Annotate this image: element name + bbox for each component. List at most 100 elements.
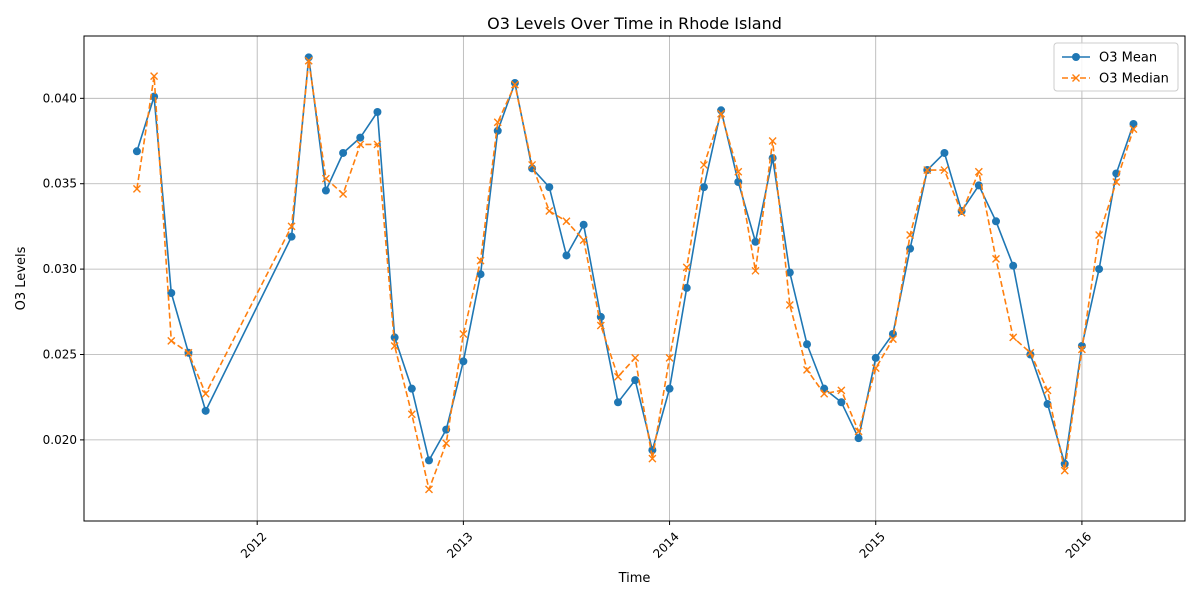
o3-mean-point	[425, 456, 434, 465]
o3-median-point	[287, 222, 296, 231]
o3-median-point	[803, 365, 812, 374]
legend-o3-median-label: O3 Median	[1099, 72, 1169, 87]
o3-median-point	[1095, 230, 1104, 239]
chart-title: O3 Levels Over Time in Rhode Island	[487, 14, 782, 33]
o3-median-point	[992, 254, 1000, 263]
o3-mean-point	[132, 147, 141, 156]
y-tick-label: 0.040	[43, 91, 77, 105]
o3-median-point	[596, 321, 605, 330]
o3-median-point	[1112, 178, 1121, 187]
o3-mean-point	[562, 251, 571, 260]
y-tick-label: 0.020	[43, 433, 77, 447]
o3-mean-point	[699, 183, 708, 192]
o3-median-point	[562, 217, 571, 226]
o3-mean-point	[167, 289, 176, 298]
o3-mean-point	[321, 186, 330, 195]
o3-median-point	[940, 166, 949, 175]
series-layer	[132, 53, 1138, 494]
o3-median-point	[768, 137, 777, 146]
legend: O3 Mean O3 Median	[1053, 42, 1179, 92]
o3-median-point	[699, 160, 708, 169]
o3-median-point	[321, 174, 330, 183]
o3-mean-point	[287, 232, 296, 241]
y-tick-label: 0.030	[43, 262, 77, 276]
legend-o3-mean-label: O3 Mean	[1099, 51, 1157, 66]
legend-o3-mean-marker	[1072, 53, 1080, 61]
o3-median-point	[837, 386, 846, 395]
o3-median-point	[820, 389, 829, 398]
o3-median-point	[201, 389, 210, 398]
legend-o3-median-marker	[1072, 74, 1080, 82]
o3-median-point	[957, 208, 966, 217]
o3-median-point	[407, 410, 416, 419]
o3-mean-point	[854, 434, 863, 443]
o3-mean-point	[648, 446, 657, 455]
o3-median-point	[510, 80, 519, 89]
o3-median-point	[356, 140, 365, 149]
o3-mean-point	[510, 78, 519, 87]
o3-median-point	[390, 341, 399, 350]
o3-mean-point	[940, 148, 949, 157]
plot-frame	[83, 35, 1186, 522]
y-axis-label: O3 Levels	[14, 246, 29, 310]
o3-median-point	[717, 109, 726, 118]
o3-median-point	[888, 335, 897, 344]
o3-mean-point	[665, 384, 674, 393]
o3-median-point	[528, 160, 537, 169]
o3-median-point	[854, 427, 863, 436]
x-axis-label: Time	[618, 571, 651, 586]
o3-mean-point	[974, 181, 983, 190]
o3-median-point	[631, 353, 640, 362]
y-tick-label: 0.025	[43, 347, 77, 361]
o3-median-point	[304, 56, 313, 65]
o3-median-point	[1026, 348, 1035, 357]
o3-median-point	[545, 207, 554, 216]
o3-median-point	[871, 364, 880, 373]
legend-items: O3 Mean O3 Median	[1062, 51, 1169, 87]
o3-mean-point	[888, 330, 897, 339]
o3-median-point	[579, 236, 588, 245]
o3-median-point	[1077, 345, 1086, 354]
o3-median-point	[459, 330, 468, 338]
o3-median-point	[734, 167, 743, 176]
o3-median-point	[923, 166, 932, 175]
y-tick-label: 0.035	[43, 177, 77, 191]
o3-mean-point	[390, 333, 399, 342]
o3-mean-point	[614, 398, 623, 407]
o3-median-point	[373, 140, 382, 149]
o3-median-point	[751, 266, 760, 275]
o3-median-point	[906, 230, 915, 239]
o3-median-point	[665, 353, 674, 362]
o3-median-point	[648, 454, 657, 463]
o3-mean-point	[751, 237, 760, 246]
o3-mean-point	[339, 148, 348, 157]
o3-median-point	[184, 348, 193, 357]
o3-mean-point	[356, 133, 365, 142]
o3-median-point	[476, 256, 485, 265]
o3-median-point	[150, 72, 159, 81]
o3-mean-point	[373, 107, 382, 116]
o3-median-point	[339, 189, 348, 198]
o3-median-point	[1060, 466, 1069, 475]
o3-mean-point	[1129, 119, 1138, 128]
legend-box	[1053, 42, 1179, 92]
grid-lines	[84, 36, 1185, 521]
o3-mean-point	[682, 283, 691, 292]
o3-mean-point	[871, 353, 880, 362]
o3-mean-point	[1009, 261, 1018, 270]
o3-mean-point	[785, 268, 794, 277]
o3-median-point	[132, 184, 141, 193]
o3-median-point	[1043, 386, 1052, 395]
o3-median-point	[1009, 333, 1018, 342]
o3-median-point	[682, 263, 691, 272]
o3-mean-point	[545, 183, 554, 192]
o3-mean-point	[1060, 459, 1069, 468]
o3-median-point	[493, 118, 502, 127]
o3-mean-point	[459, 357, 468, 366]
o3-mean-point	[407, 384, 416, 393]
o3-median-point	[425, 485, 433, 494]
o3-median-point	[614, 372, 623, 381]
o3-median-point	[785, 300, 794, 309]
o3-mean-point	[631, 376, 640, 385]
